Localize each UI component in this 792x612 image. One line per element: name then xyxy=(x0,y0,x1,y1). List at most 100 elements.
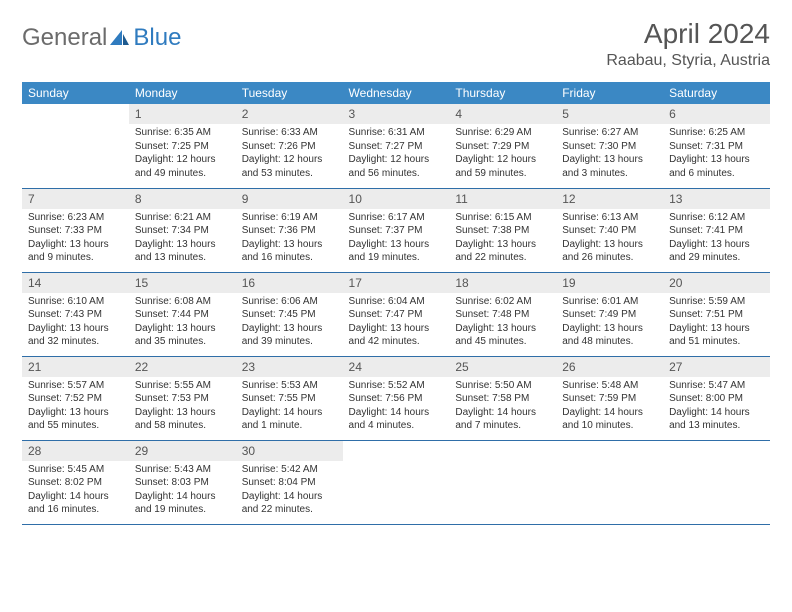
day-info-line: Sunset: 7:44 PM xyxy=(135,308,230,322)
day-info-line: Sunrise: 5:47 AM xyxy=(669,379,764,393)
day-info-line: and 29 minutes. xyxy=(669,251,764,265)
day-info-line: and 10 minutes. xyxy=(562,419,657,433)
day-number: 4 xyxy=(449,104,556,124)
day-info-line: Daylight: 12 hours xyxy=(242,153,337,167)
day-number: 15 xyxy=(129,273,236,293)
day-info-line: Sunrise: 5:52 AM xyxy=(349,379,444,393)
day-info-line: Sunrise: 6:23 AM xyxy=(28,211,123,225)
day-info-line: and 58 minutes. xyxy=(135,419,230,433)
day-info-line: Daylight: 13 hours xyxy=(28,406,123,420)
calendar-row: 7Sunrise: 6:23 AMSunset: 7:33 PMDaylight… xyxy=(22,188,770,272)
day-info-line: Sunrise: 6:27 AM xyxy=(562,126,657,140)
day-info-line: and 19 minutes. xyxy=(135,503,230,517)
day-info-line: and 49 minutes. xyxy=(135,167,230,181)
weekday-header: Thursday xyxy=(449,82,556,104)
day-info-line: and 59 minutes. xyxy=(455,167,550,181)
day-info-line: Sunset: 7:38 PM xyxy=(455,224,550,238)
day-number: 8 xyxy=(129,189,236,209)
calendar-cell: 4Sunrise: 6:29 AMSunset: 7:29 PMDaylight… xyxy=(449,104,556,188)
title-block: April 2024 Raabau, Styria, Austria xyxy=(606,18,770,70)
day-info-line: and 42 minutes. xyxy=(349,335,444,349)
day-info-line: Daylight: 14 hours xyxy=(28,490,123,504)
day-info-line: Daylight: 13 hours xyxy=(669,238,764,252)
calendar-row: 21Sunrise: 5:57 AMSunset: 7:52 PMDayligh… xyxy=(22,356,770,440)
day-info-line: Sunrise: 5:57 AM xyxy=(28,379,123,393)
day-number: 28 xyxy=(22,441,129,461)
day-info-line: Daylight: 13 hours xyxy=(562,238,657,252)
day-info-line: Sunset: 8:00 PM xyxy=(669,392,764,406)
calendar-cell-empty xyxy=(343,440,450,524)
day-info-line: Sunset: 7:26 PM xyxy=(242,140,337,154)
calendar-cell: 15Sunrise: 6:08 AMSunset: 7:44 PMDayligh… xyxy=(129,272,236,356)
day-info-line: Sunrise: 6:01 AM xyxy=(562,295,657,309)
day-info-line: Sunset: 7:45 PM xyxy=(242,308,337,322)
day-info: Sunrise: 6:29 AMSunset: 7:29 PMDaylight:… xyxy=(449,124,556,184)
day-info-line: Daylight: 13 hours xyxy=(562,153,657,167)
calendar: SundayMondayTuesdayWednesdayThursdayFrid… xyxy=(22,82,770,525)
calendar-cell: 21Sunrise: 5:57 AMSunset: 7:52 PMDayligh… xyxy=(22,356,129,440)
day-info-line: Sunrise: 6:04 AM xyxy=(349,295,444,309)
day-info-line: Sunset: 7:31 PM xyxy=(669,140,764,154)
calendar-body: 1Sunrise: 6:35 AMSunset: 7:25 PMDaylight… xyxy=(22,104,770,524)
day-info: Sunrise: 6:35 AMSunset: 7:25 PMDaylight:… xyxy=(129,124,236,184)
day-info-line: Daylight: 14 hours xyxy=(242,490,337,504)
day-info-line: Sunrise: 6:17 AM xyxy=(349,211,444,225)
calendar-cell: 9Sunrise: 6:19 AMSunset: 7:36 PMDaylight… xyxy=(236,188,343,272)
day-info-line: and 7 minutes. xyxy=(455,419,550,433)
day-info-line: and 48 minutes. xyxy=(562,335,657,349)
day-info: Sunrise: 6:17 AMSunset: 7:37 PMDaylight:… xyxy=(343,209,450,269)
day-info-line: Sunset: 7:51 PM xyxy=(669,308,764,322)
day-info-line: and 13 minutes. xyxy=(669,419,764,433)
calendar-cell: 22Sunrise: 5:55 AMSunset: 7:53 PMDayligh… xyxy=(129,356,236,440)
logo-text-gray: General xyxy=(22,24,107,52)
day-info-line: Daylight: 13 hours xyxy=(28,238,123,252)
day-info-line: Sunrise: 6:08 AM xyxy=(135,295,230,309)
day-number: 7 xyxy=(22,189,129,209)
day-info-line: Daylight: 13 hours xyxy=(28,322,123,336)
day-info-line: Sunset: 8:04 PM xyxy=(242,476,337,490)
day-info: Sunrise: 6:08 AMSunset: 7:44 PMDaylight:… xyxy=(129,293,236,353)
day-number: 2 xyxy=(236,104,343,124)
day-info-line: and 9 minutes. xyxy=(28,251,123,265)
day-info-line: Sunrise: 6:15 AM xyxy=(455,211,550,225)
day-number: 3 xyxy=(343,104,450,124)
day-info-line: Sunset: 7:55 PM xyxy=(242,392,337,406)
day-info-line: Sunset: 7:49 PM xyxy=(562,308,657,322)
day-number: 9 xyxy=(236,189,343,209)
calendar-cell: 6Sunrise: 6:25 AMSunset: 7:31 PMDaylight… xyxy=(663,104,770,188)
day-info: Sunrise: 6:25 AMSunset: 7:31 PMDaylight:… xyxy=(663,124,770,184)
day-info-line: Sunset: 7:43 PM xyxy=(28,308,123,322)
day-info-line: Sunset: 8:02 PM xyxy=(28,476,123,490)
day-info-line: Sunset: 7:41 PM xyxy=(669,224,764,238)
day-info: Sunrise: 5:57 AMSunset: 7:52 PMDaylight:… xyxy=(22,377,129,437)
calendar-cell: 19Sunrise: 6:01 AMSunset: 7:49 PMDayligh… xyxy=(556,272,663,356)
day-info-line: Daylight: 14 hours xyxy=(455,406,550,420)
day-info: Sunrise: 6:19 AMSunset: 7:36 PMDaylight:… xyxy=(236,209,343,269)
day-info-line: Daylight: 14 hours xyxy=(669,406,764,420)
calendar-row: 14Sunrise: 6:10 AMSunset: 7:43 PMDayligh… xyxy=(22,272,770,356)
calendar-cell: 27Sunrise: 5:47 AMSunset: 8:00 PMDayligh… xyxy=(663,356,770,440)
day-number: 23 xyxy=(236,357,343,377)
day-info-line: Sunset: 7:52 PM xyxy=(28,392,123,406)
calendar-cell: 8Sunrise: 6:21 AMSunset: 7:34 PMDaylight… xyxy=(129,188,236,272)
day-info-line: Daylight: 13 hours xyxy=(135,238,230,252)
calendar-cell: 28Sunrise: 5:45 AMSunset: 8:02 PMDayligh… xyxy=(22,440,129,524)
calendar-row: 1Sunrise: 6:35 AMSunset: 7:25 PMDaylight… xyxy=(22,104,770,188)
day-info-line: Sunrise: 6:13 AM xyxy=(562,211,657,225)
day-number: 20 xyxy=(663,273,770,293)
logo: General Blue xyxy=(22,18,181,52)
weekday-header: Tuesday xyxy=(236,82,343,104)
calendar-cell: 29Sunrise: 5:43 AMSunset: 8:03 PMDayligh… xyxy=(129,440,236,524)
day-info: Sunrise: 6:12 AMSunset: 7:41 PMDaylight:… xyxy=(663,209,770,269)
day-info-line: Daylight: 13 hours xyxy=(455,238,550,252)
header: General Blue April 2024 Raabau, Styria, … xyxy=(22,18,770,70)
day-number: 12 xyxy=(556,189,663,209)
day-info: Sunrise: 6:15 AMSunset: 7:38 PMDaylight:… xyxy=(449,209,556,269)
calendar-cell-empty xyxy=(663,440,770,524)
day-info: Sunrise: 6:21 AMSunset: 7:34 PMDaylight:… xyxy=(129,209,236,269)
day-number: 19 xyxy=(556,273,663,293)
calendar-cell: 13Sunrise: 6:12 AMSunset: 7:41 PMDayligh… xyxy=(663,188,770,272)
calendar-cell: 3Sunrise: 6:31 AMSunset: 7:27 PMDaylight… xyxy=(343,104,450,188)
day-info-line: Sunrise: 5:50 AM xyxy=(455,379,550,393)
day-info: Sunrise: 6:23 AMSunset: 7:33 PMDaylight:… xyxy=(22,209,129,269)
